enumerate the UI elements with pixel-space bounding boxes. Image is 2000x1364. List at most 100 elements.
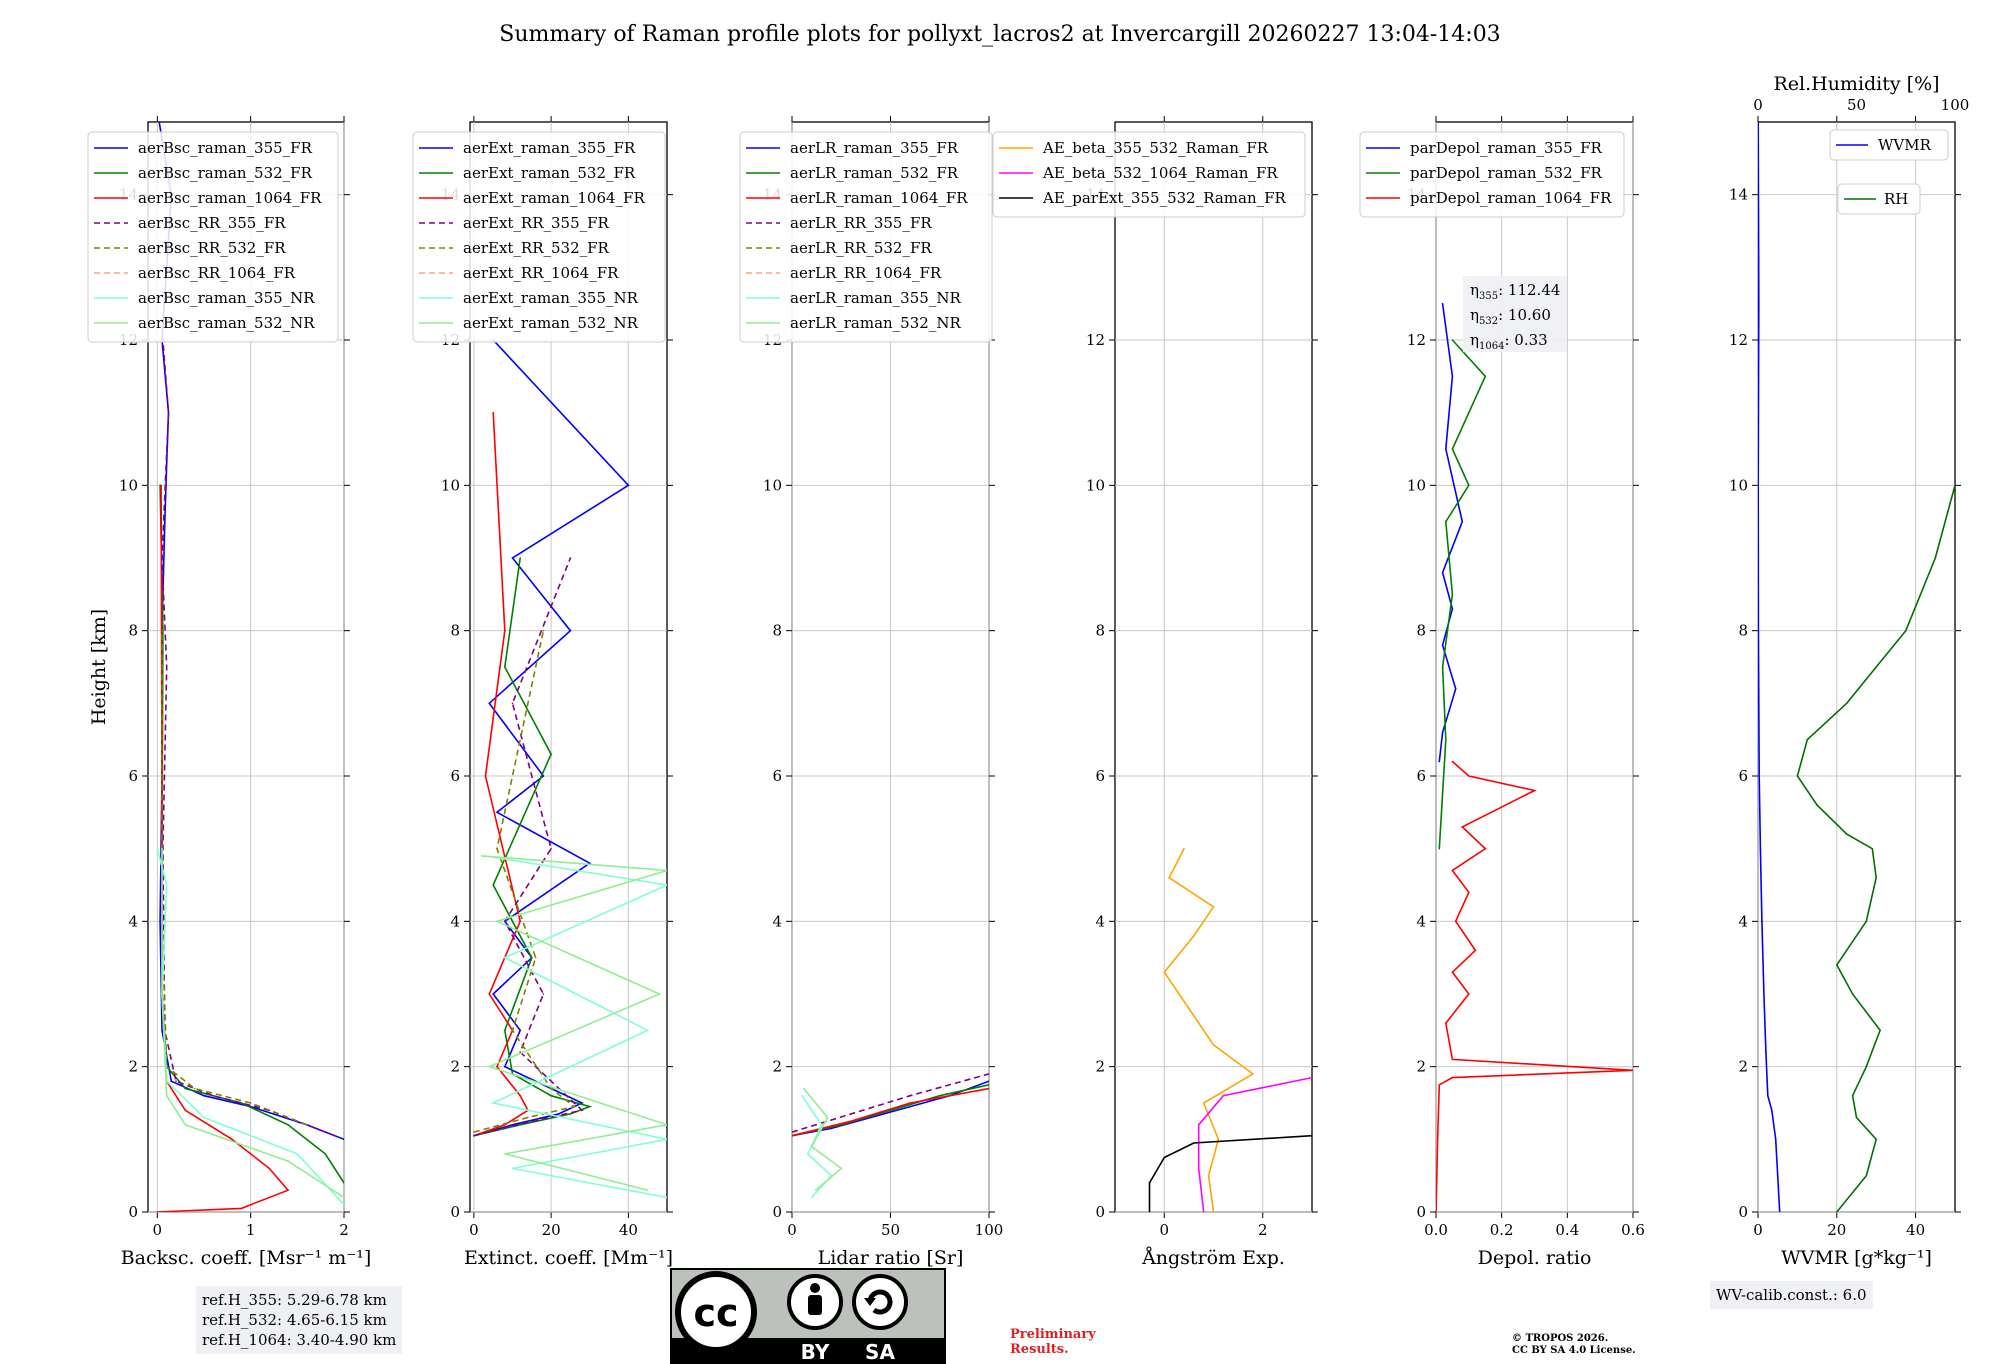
legend-box <box>1837 183 1921 215</box>
y-tick-label: 8 <box>450 622 460 640</box>
data-point <box>1774 1138 1777 1141</box>
legend: parDepol_raman_355_FR parDepol_raman_532_… <box>1359 131 1625 218</box>
data-point <box>158 122 160 123</box>
legend-box <box>412 131 666 343</box>
data-point <box>1451 448 1454 450</box>
data-point <box>909 1105 911 1108</box>
y-tick-label: 6 <box>1095 767 1105 785</box>
chart-bsc: 01202468101214Backsc. coeff. [Msr⁻¹ m⁻¹]… <box>87 116 371 1269</box>
top-x-tick-label: 0 <box>1753 96 1763 114</box>
data-point <box>909 1102 911 1104</box>
y-tick-label: 4 <box>772 912 782 930</box>
data-point <box>156 1211 159 1212</box>
data-point <box>193 1087 196 1090</box>
y-tick-label: 2 <box>1095 1058 1105 1076</box>
data-point <box>1197 1167 1200 1170</box>
legend-label: aerLR_raman_355_NR <box>790 289 961 307</box>
data-point <box>581 1102 583 1104</box>
data-point <box>1816 804 1818 806</box>
data-point <box>666 1124 667 1126</box>
cc-logo-text: cc <box>693 1291 738 1335</box>
data-point <box>296 1153 299 1155</box>
data-point <box>1445 1022 1447 1024</box>
data-point <box>249 1102 252 1104</box>
data-point <box>1197 1124 1200 1126</box>
copyright-line-1: © TROPOS 2026. <box>1512 1333 1609 1344</box>
data-point <box>165 1094 168 1097</box>
data-point <box>1451 971 1454 973</box>
data-point <box>988 1073 989 1075</box>
data-point <box>558 1113 560 1115</box>
data-point <box>1474 949 1477 952</box>
series-line <box>473 339 630 1137</box>
x-tick-label: 0 <box>1753 1221 1763 1239</box>
x-tick-label: 0 <box>153 1221 163 1239</box>
data-point <box>480 855 483 857</box>
data-point <box>569 557 572 559</box>
legend: aerExt_raman_355_FR aerExt_raman_532_FRae… <box>412 131 666 343</box>
y-tick-label: 8 <box>1095 622 1105 640</box>
data-point <box>1212 1211 1215 1212</box>
data-point <box>1193 1142 1195 1144</box>
data-point <box>287 1124 289 1126</box>
data-point <box>1533 789 1536 792</box>
wv-calib-box: WV-calib.const.: 6.0 <box>1710 1281 1873 1309</box>
data-point <box>492 884 495 886</box>
legend-label: aerLR_RR_355_FR <box>790 214 932 232</box>
series-line <box>1148 1134 1312 1212</box>
data-point <box>1758 122 1759 123</box>
legend-label: aerExt_raman_355_FR <box>463 139 636 157</box>
series-group <box>1148 847 1312 1212</box>
cc-by-label: BY <box>801 1340 830 1364</box>
data-point <box>492 993 495 995</box>
legend-box <box>1359 131 1625 218</box>
data-point <box>1445 738 1447 741</box>
data-point <box>231 1138 233 1141</box>
data-point <box>1836 1211 1838 1212</box>
data-point <box>569 1113 572 1115</box>
series-line <box>792 1073 989 1133</box>
data-point <box>850 1113 852 1115</box>
series-line <box>473 630 577 1133</box>
data-point <box>473 1134 475 1137</box>
y-tick-label: 6 <box>1416 767 1426 785</box>
y-tick-label: 10 <box>1729 476 1748 494</box>
data-point <box>1436 1138 1439 1141</box>
data-point <box>511 1029 514 1032</box>
eta-annotation: η1064: 0.33 <box>1470 331 1548 352</box>
data-point <box>1461 520 1464 523</box>
data-point <box>164 520 166 523</box>
y-tick-label: 0 <box>772 1203 782 1221</box>
x-axis-label: WVMR [g*kg⁻¹] <box>1781 1247 1932 1269</box>
data-point <box>939 1094 941 1097</box>
series-group <box>473 339 667 1199</box>
data-point <box>569 629 572 632</box>
data-point <box>175 1080 177 1082</box>
series-line <box>792 1080 989 1137</box>
data-point <box>988 1087 989 1090</box>
data-point <box>1188 1007 1190 1010</box>
legend-label: WVMR <box>1878 136 1932 154</box>
data-point <box>810 1196 813 1199</box>
x-tick-label: 1 <box>246 1221 256 1239</box>
y-tick-label: 12 <box>1729 331 1748 349</box>
x-tick-label: 2 <box>339 1221 349 1239</box>
data-point <box>165 884 168 886</box>
legend-label: RH <box>1884 190 1908 208</box>
legend: aerBsc_raman_355_FR aerBsc_raman_532_FRae… <box>87 131 339 343</box>
data-point <box>488 993 491 995</box>
data-point <box>161 993 163 995</box>
data-point <box>496 920 498 923</box>
data-point <box>1202 1102 1205 1104</box>
series-group <box>1436 302 1633 1212</box>
y-tick-label: 2 <box>450 1058 460 1076</box>
y-tick-label: 12 <box>1086 331 1105 349</box>
legend-label: aerExt_raman_355_NR <box>463 289 639 307</box>
y-tick-label: 4 <box>1095 912 1105 930</box>
data-point <box>184 1124 187 1126</box>
y-tick-label: 4 <box>1738 912 1748 930</box>
legend-label: AE_beta_355_532_Raman_FR <box>1042 139 1269 157</box>
y-tick-label: 4 <box>1416 912 1426 930</box>
data-point <box>1441 731 1444 734</box>
data-point <box>1934 557 1937 559</box>
